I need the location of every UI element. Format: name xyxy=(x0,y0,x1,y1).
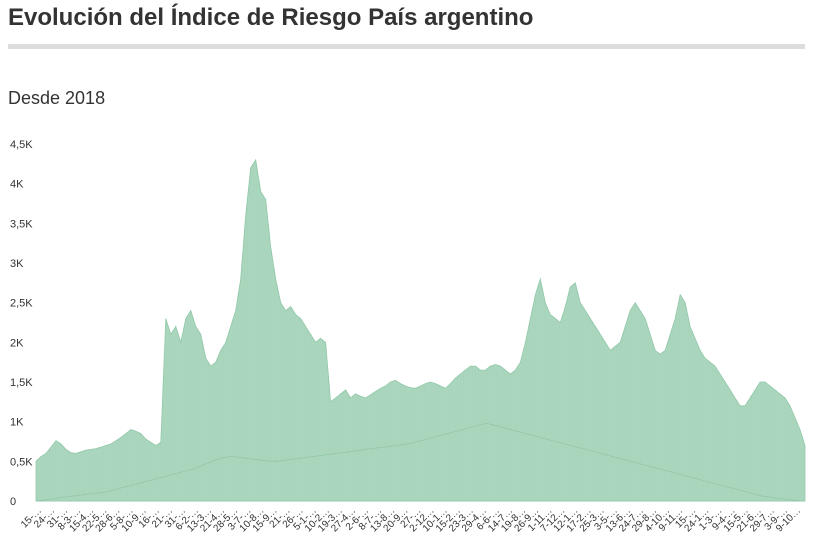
area-chart: 0 0,5K 1K 1,5K 2K 2,5K 3K 3,5K 4K 4,5K 15-…24-…31… xyxy=(10,139,806,534)
y-tick-label: 3K xyxy=(10,258,24,270)
plot-area xyxy=(35,144,806,502)
area-series-1 xyxy=(35,158,806,502)
y-tick-label: 1,5K xyxy=(10,377,33,389)
y-tick-label: 1K xyxy=(10,417,24,429)
y-tick-label: 3,5K xyxy=(10,218,33,230)
y-axis: 0 0,5K 1K 1,5K 2K 2,5K 3K 3,5K 4K 4,5K xyxy=(10,139,33,508)
chart-title: Evolución del Índice de Riesgo País arge… xyxy=(8,4,534,31)
y-tick-label: 4,5K xyxy=(10,139,33,151)
x-axis: 15-…24-…31-…8-3-…15-4…22-5…28-6…5-8-…10-… xyxy=(19,505,803,534)
chart-subtitle: Desde 2018 xyxy=(8,88,106,108)
y-tick-label: 4K xyxy=(10,179,24,191)
y-tick-label: 2,5K xyxy=(10,298,33,310)
area-series-2 xyxy=(35,422,806,502)
y-tick-label: 0,5K xyxy=(10,456,33,468)
title-divider xyxy=(8,44,805,49)
y-tick-label: 2K xyxy=(10,337,24,349)
y-tick-label: 0 xyxy=(10,496,16,508)
